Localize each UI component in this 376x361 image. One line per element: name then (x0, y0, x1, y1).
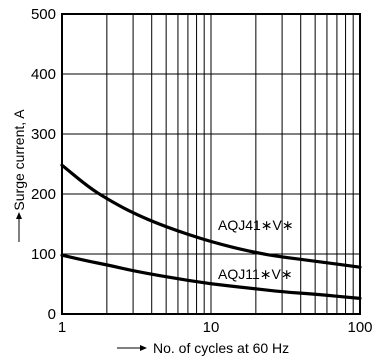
series-line-aqj11 (60, 253, 362, 300)
y-tick-label: 400 (31, 66, 56, 83)
tick-labels: 0 100 200 300 400 500 1 10 100 (31, 6, 373, 336)
x-tick-label: 100 (347, 319, 372, 336)
y-tick-label: 200 (31, 186, 56, 203)
plot-frame (61, 13, 361, 315)
y-tick-label: 100 (31, 246, 56, 263)
y-axis-arrow (16, 212, 22, 242)
y-tick-label: 0 (48, 306, 56, 323)
series-label-aqj11: AQJ11∗V∗ (218, 266, 293, 282)
grid (62, 14, 360, 314)
x-axis-arrow (117, 345, 147, 351)
x-tick-label: 1 (58, 319, 66, 336)
y-tick-label: 500 (31, 6, 56, 23)
x-tick-label: 10 (203, 319, 220, 336)
series-lines (60, 163, 362, 300)
y-axis-label: Surge current, A (11, 109, 27, 211)
x-axis-label: No. of cycles at 60 Hz (153, 340, 289, 356)
series-line-aqj41 (60, 163, 362, 269)
series-label-aqj41: AQJ41∗V∗ (218, 217, 294, 233)
y-tick-label: 300 (31, 126, 56, 143)
